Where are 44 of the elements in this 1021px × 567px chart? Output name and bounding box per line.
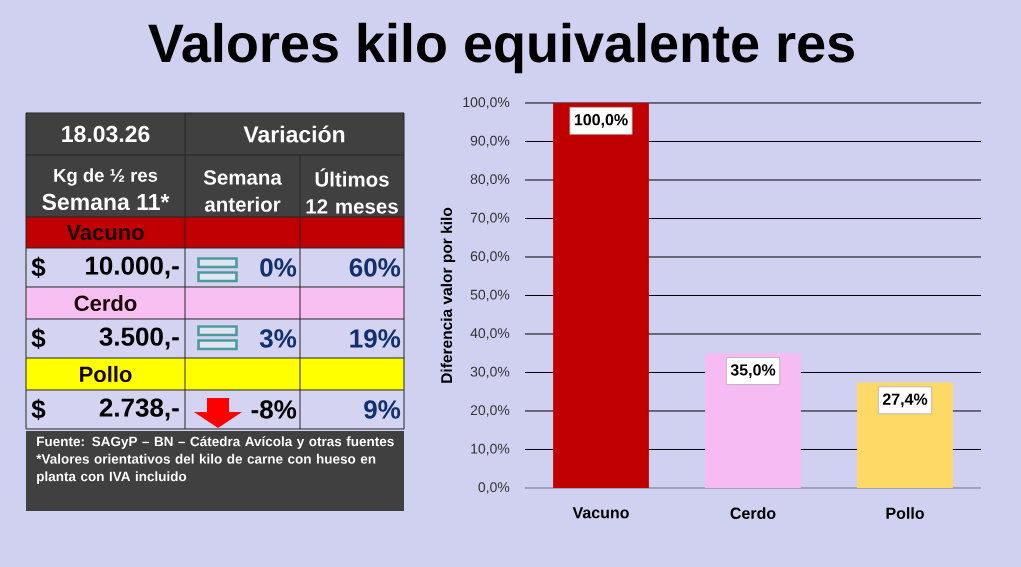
y-tick-label: 80,0% bbox=[470, 174, 510, 186]
y-tick-label: 50,0% bbox=[470, 289, 510, 302]
bar bbox=[553, 102, 649, 488]
text: 3.500,- bbox=[99, 327, 179, 350]
text: Variación bbox=[243, 125, 345, 143]
text: Semana 11* bbox=[42, 193, 170, 211]
data-label: 35,0% bbox=[730, 364, 776, 378]
text: 9% bbox=[364, 400, 401, 419]
text: $ bbox=[31, 256, 46, 279]
text: Vacuno bbox=[66, 224, 144, 241]
text: 10.000,- bbox=[86, 256, 179, 279]
y-tick-label: 60,0% bbox=[470, 251, 510, 263]
text: 18.03.26 bbox=[62, 125, 150, 143]
x-tick-label: Cerdo bbox=[730, 507, 776, 519]
y-tick-label: 100,0% bbox=[463, 97, 510, 109]
x-tick-label: Vacuno bbox=[572, 507, 629, 519]
y-tick-label: 0,0% bbox=[478, 482, 510, 494]
y-axis-title: Diferencia valor por kilo bbox=[440, 207, 456, 383]
data-label: 100,0% bbox=[574, 114, 628, 128]
source-note: Fuente: SAGyP – BN – Cátedra Avícola y otras fuentes bbox=[37, 436, 394, 449]
text: $ bbox=[31, 327, 46, 350]
text: 19% bbox=[350, 329, 401, 348]
text: Cerdo bbox=[74, 294, 137, 312]
text: *Valores orientativos del kilo de carne con hueso en planta con IVA incluido bbox=[36, 453, 376, 484]
y-tick-label: 30,0% bbox=[470, 366, 510, 379]
text: -8% bbox=[251, 400, 297, 419]
y-tick-label: 10,0% bbox=[471, 443, 510, 456]
text: Valores kilo equivalente res bbox=[148, 22, 854, 74]
data-label: 27,4% bbox=[882, 393, 928, 408]
text: Últimos 12 meses bbox=[306, 168, 398, 214]
y-tick-label: 40,0% bbox=[470, 328, 510, 340]
text: 0% bbox=[260, 258, 297, 277]
text: $ bbox=[31, 398, 46, 421]
text: 3% bbox=[259, 329, 297, 348]
y-tick-label: 90,0% bbox=[470, 135, 510, 148]
y-tick-label: 20,0% bbox=[470, 405, 510, 417]
text: Semana anterior bbox=[203, 170, 282, 212]
bar bbox=[705, 353, 801, 488]
text: 2.738,- bbox=[99, 398, 179, 421]
x-tick-label: Pollo bbox=[886, 507, 924, 519]
text: 60% bbox=[349, 258, 401, 277]
text: Pollo bbox=[80, 365, 132, 383]
y-tick-label: 70,0% bbox=[470, 212, 510, 225]
text: Kg de ½ res bbox=[54, 168, 158, 186]
